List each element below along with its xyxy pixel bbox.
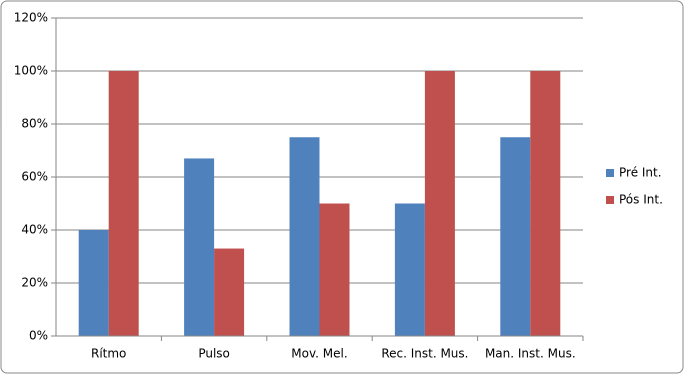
legend-swatch xyxy=(606,169,614,177)
y-tick-label: 80% xyxy=(21,117,48,131)
y-tick-label: 120% xyxy=(14,11,48,25)
bar xyxy=(78,230,109,336)
bar xyxy=(108,71,139,336)
x-tick-label: Mov. Mel. xyxy=(291,347,347,361)
bar xyxy=(319,203,350,336)
x-tick-label: Man. Inst. Mus. xyxy=(485,347,576,361)
y-tick-label: 0% xyxy=(29,329,48,343)
bar xyxy=(289,137,320,336)
legend-swatch xyxy=(606,196,614,204)
bar xyxy=(394,203,425,336)
y-tick-label: 20% xyxy=(21,276,48,290)
x-tick-label: Rec. Inst. Mus. xyxy=(381,347,468,361)
y-tick-label: 40% xyxy=(21,223,48,237)
bar xyxy=(530,71,561,336)
y-tick-label: 60% xyxy=(21,170,48,184)
legend-label: Pré Int. xyxy=(619,166,662,180)
bar xyxy=(214,248,245,336)
bar xyxy=(184,158,215,336)
bar xyxy=(424,71,455,336)
y-tick-label: 100% xyxy=(14,64,48,78)
legend-label: Pós Int. xyxy=(619,193,663,207)
x-tick-label: Rítmo xyxy=(91,347,126,361)
bar xyxy=(500,137,531,336)
x-tick-label: Pulso xyxy=(198,347,230,361)
